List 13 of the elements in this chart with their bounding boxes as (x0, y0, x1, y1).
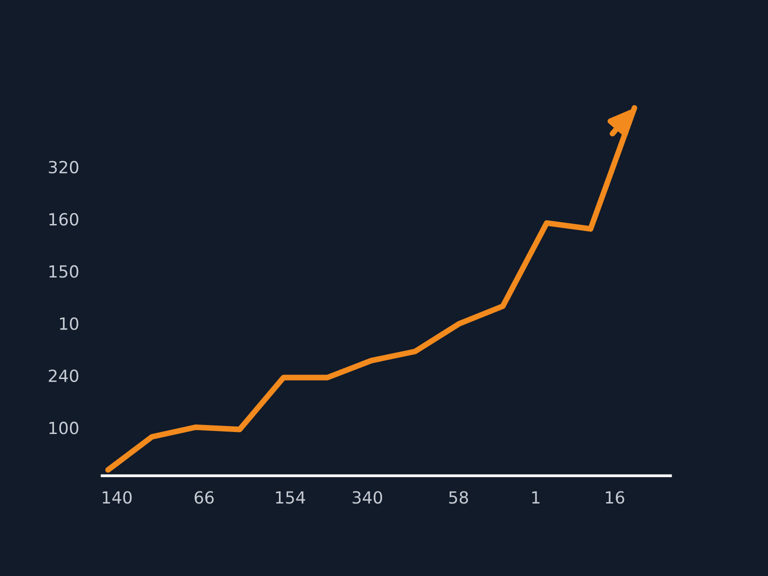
text: 66 (194, 491, 214, 504)
text: 140 (102, 491, 132, 504)
text: 10 (60, 317, 78, 330)
text: 1 (532, 491, 540, 504)
text: 100 (49, 422, 78, 434)
text: 340 (352, 491, 382, 504)
text: 240 (48, 369, 78, 382)
text: 58 (449, 491, 468, 504)
text: 150 (49, 265, 78, 278)
text: 320 (48, 160, 78, 174)
text: 154 (276, 491, 306, 504)
text: 16 (606, 491, 624, 504)
text: 160 (49, 212, 78, 226)
